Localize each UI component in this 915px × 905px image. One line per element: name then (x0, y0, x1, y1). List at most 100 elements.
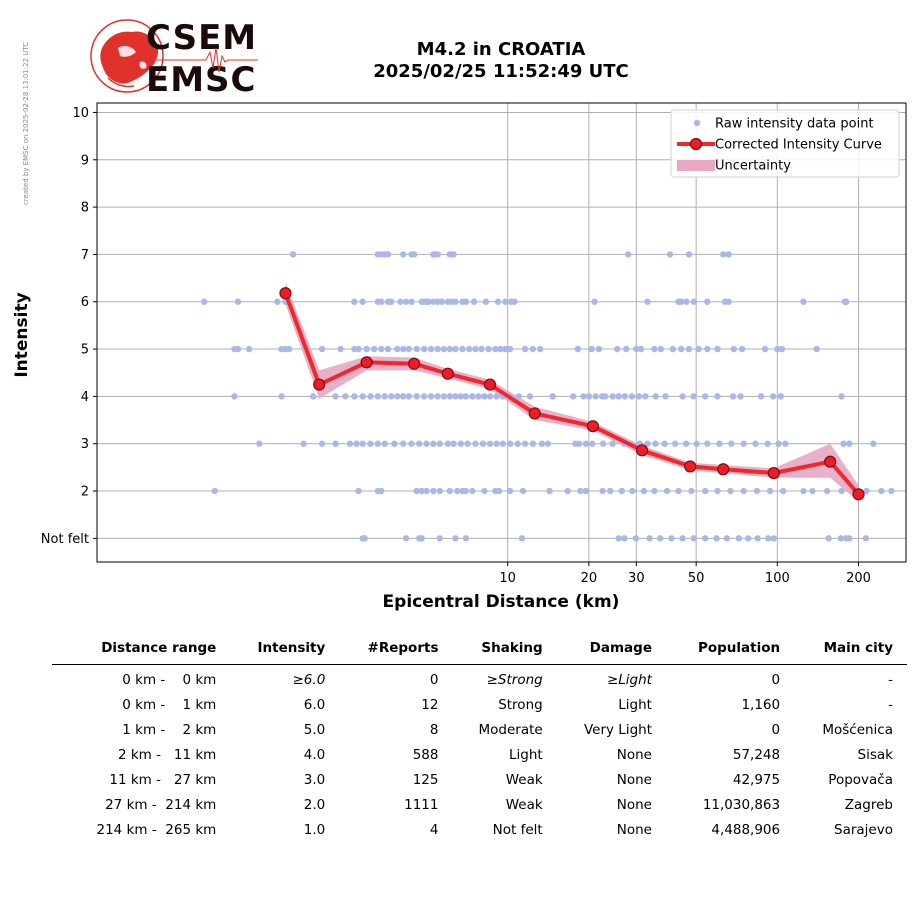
plot-frame (96, 102, 907, 563)
raw-data-point (679, 535, 686, 542)
cell-distance-range: 2 km - 11 km (117, 746, 217, 763)
x-tick-label: 100 (765, 571, 790, 586)
raw-data-point (359, 440, 366, 447)
raw-data-point (450, 440, 457, 447)
y-tick-label: 6 (81, 295, 89, 310)
raw-data-point (615, 535, 622, 542)
raw-data-point (777, 393, 784, 400)
cell-damage: Very Light (583, 721, 652, 738)
raw-data-point (840, 440, 847, 447)
raw-data-point (592, 393, 599, 400)
raw-data-point (657, 345, 665, 353)
x-axis-label: Epicentral Distance (km) (383, 592, 620, 612)
raw-data-point (452, 393, 459, 400)
curve-marker (635, 444, 649, 457)
raw-data-point (351, 298, 358, 305)
raw-data-point (318, 345, 326, 353)
raw-data-point (740, 487, 747, 495)
curve-marker (441, 367, 454, 380)
raw-data-point (514, 440, 521, 447)
raw-data-point (769, 393, 777, 400)
raw-data-point (757, 393, 765, 400)
table-row: 214 km - 265 km 1.0 4 Not felt None 4,488,906… (52, 817, 907, 842)
raw-data-point (478, 345, 485, 353)
raw-data-point (549, 393, 556, 400)
cell-shaking: Light (509, 746, 543, 763)
cell-intensity: 4.0 (303, 746, 326, 763)
raw-data-point (427, 393, 435, 400)
raw-data-point (775, 440, 782, 447)
cell-shaking: Weak (505, 796, 543, 813)
cell-population: 1,160 (741, 696, 781, 713)
raw-data-point (450, 251, 457, 258)
raw-data-point (408, 298, 415, 305)
raw-data-point (506, 487, 514, 495)
raw-data-point (481, 393, 488, 400)
raw-data-point (231, 393, 238, 400)
raw-data-point (462, 298, 470, 305)
y-tick-label: 3 (81, 437, 89, 452)
corrected-curve-line (283, 291, 861, 497)
seismogram-icon (146, 47, 258, 73)
raw-data-point (388, 393, 395, 400)
raw-data-point (469, 487, 476, 495)
raw-data-point (378, 345, 385, 353)
cell-reports: 4 (429, 821, 439, 838)
raw-data-point (633, 345, 640, 353)
raw-data-point (457, 393, 464, 400)
raw-data-point (764, 440, 771, 447)
raw-data-point (669, 345, 677, 353)
raw-data-point (464, 440, 471, 447)
raw-data-point (475, 393, 482, 400)
raw-data-point (479, 440, 487, 447)
raw-data-point (679, 393, 686, 400)
raw-data-point (405, 393, 413, 400)
cell-distance-range: 27 km - 214 km (105, 796, 217, 813)
raw-data-point (492, 345, 499, 353)
header-population: Population (697, 640, 781, 656)
raw-data-point (888, 487, 895, 495)
cell-intensity: 1.0 (303, 821, 326, 838)
cell-main-city: - (888, 696, 893, 713)
raw-data-point (402, 535, 410, 542)
cell-intensity: 6.0 (303, 696, 326, 713)
raw-data-point (462, 487, 470, 495)
raw-data-point (728, 440, 735, 447)
cell-population: 42,975 (732, 771, 781, 788)
cell-main-city: Sisak (857, 746, 893, 763)
raw-data-point (582, 487, 590, 495)
cell-main-city: Mošćenica (822, 721, 893, 738)
raw-data-point (725, 298, 732, 305)
cell-main-city: - (888, 671, 893, 688)
cell-reports: 1111 (404, 796, 439, 813)
raw-data-point (536, 345, 544, 353)
raw-data-point (685, 345, 693, 353)
raw-data-point (723, 535, 731, 542)
raw-data-point (371, 345, 378, 353)
raw-data-point (342, 393, 349, 400)
cell-reports: 0 (429, 671, 439, 688)
cell-reports: 588 (412, 746, 439, 763)
raw-data-point (274, 298, 281, 305)
raw-data-point (621, 535, 628, 542)
raw-data-point (515, 393, 523, 400)
raw-data-point (391, 440, 398, 447)
raw-data-point (397, 298, 404, 305)
y-tick-label: 10 (72, 106, 89, 121)
raw-data-point (606, 487, 614, 495)
raw-data-point (351, 393, 358, 400)
raw-data-point (472, 440, 479, 447)
legend-label: Raw intensity data point (715, 117, 874, 132)
legend-curve-swatch-marker (689, 137, 703, 151)
raw-data-point (635, 393, 643, 400)
raw-data-point (809, 487, 816, 495)
cell-shaking: ≥Strong (486, 671, 543, 688)
raw-data-point (754, 535, 761, 542)
raw-data-point (359, 298, 366, 305)
raw-data-point (318, 440, 326, 447)
raw-data-point (436, 535, 443, 542)
raw-data-point (629, 487, 636, 495)
cell-main-city: Sarajevo (834, 821, 893, 838)
raw-data-point (418, 487, 425, 495)
raw-data-point (582, 440, 590, 447)
